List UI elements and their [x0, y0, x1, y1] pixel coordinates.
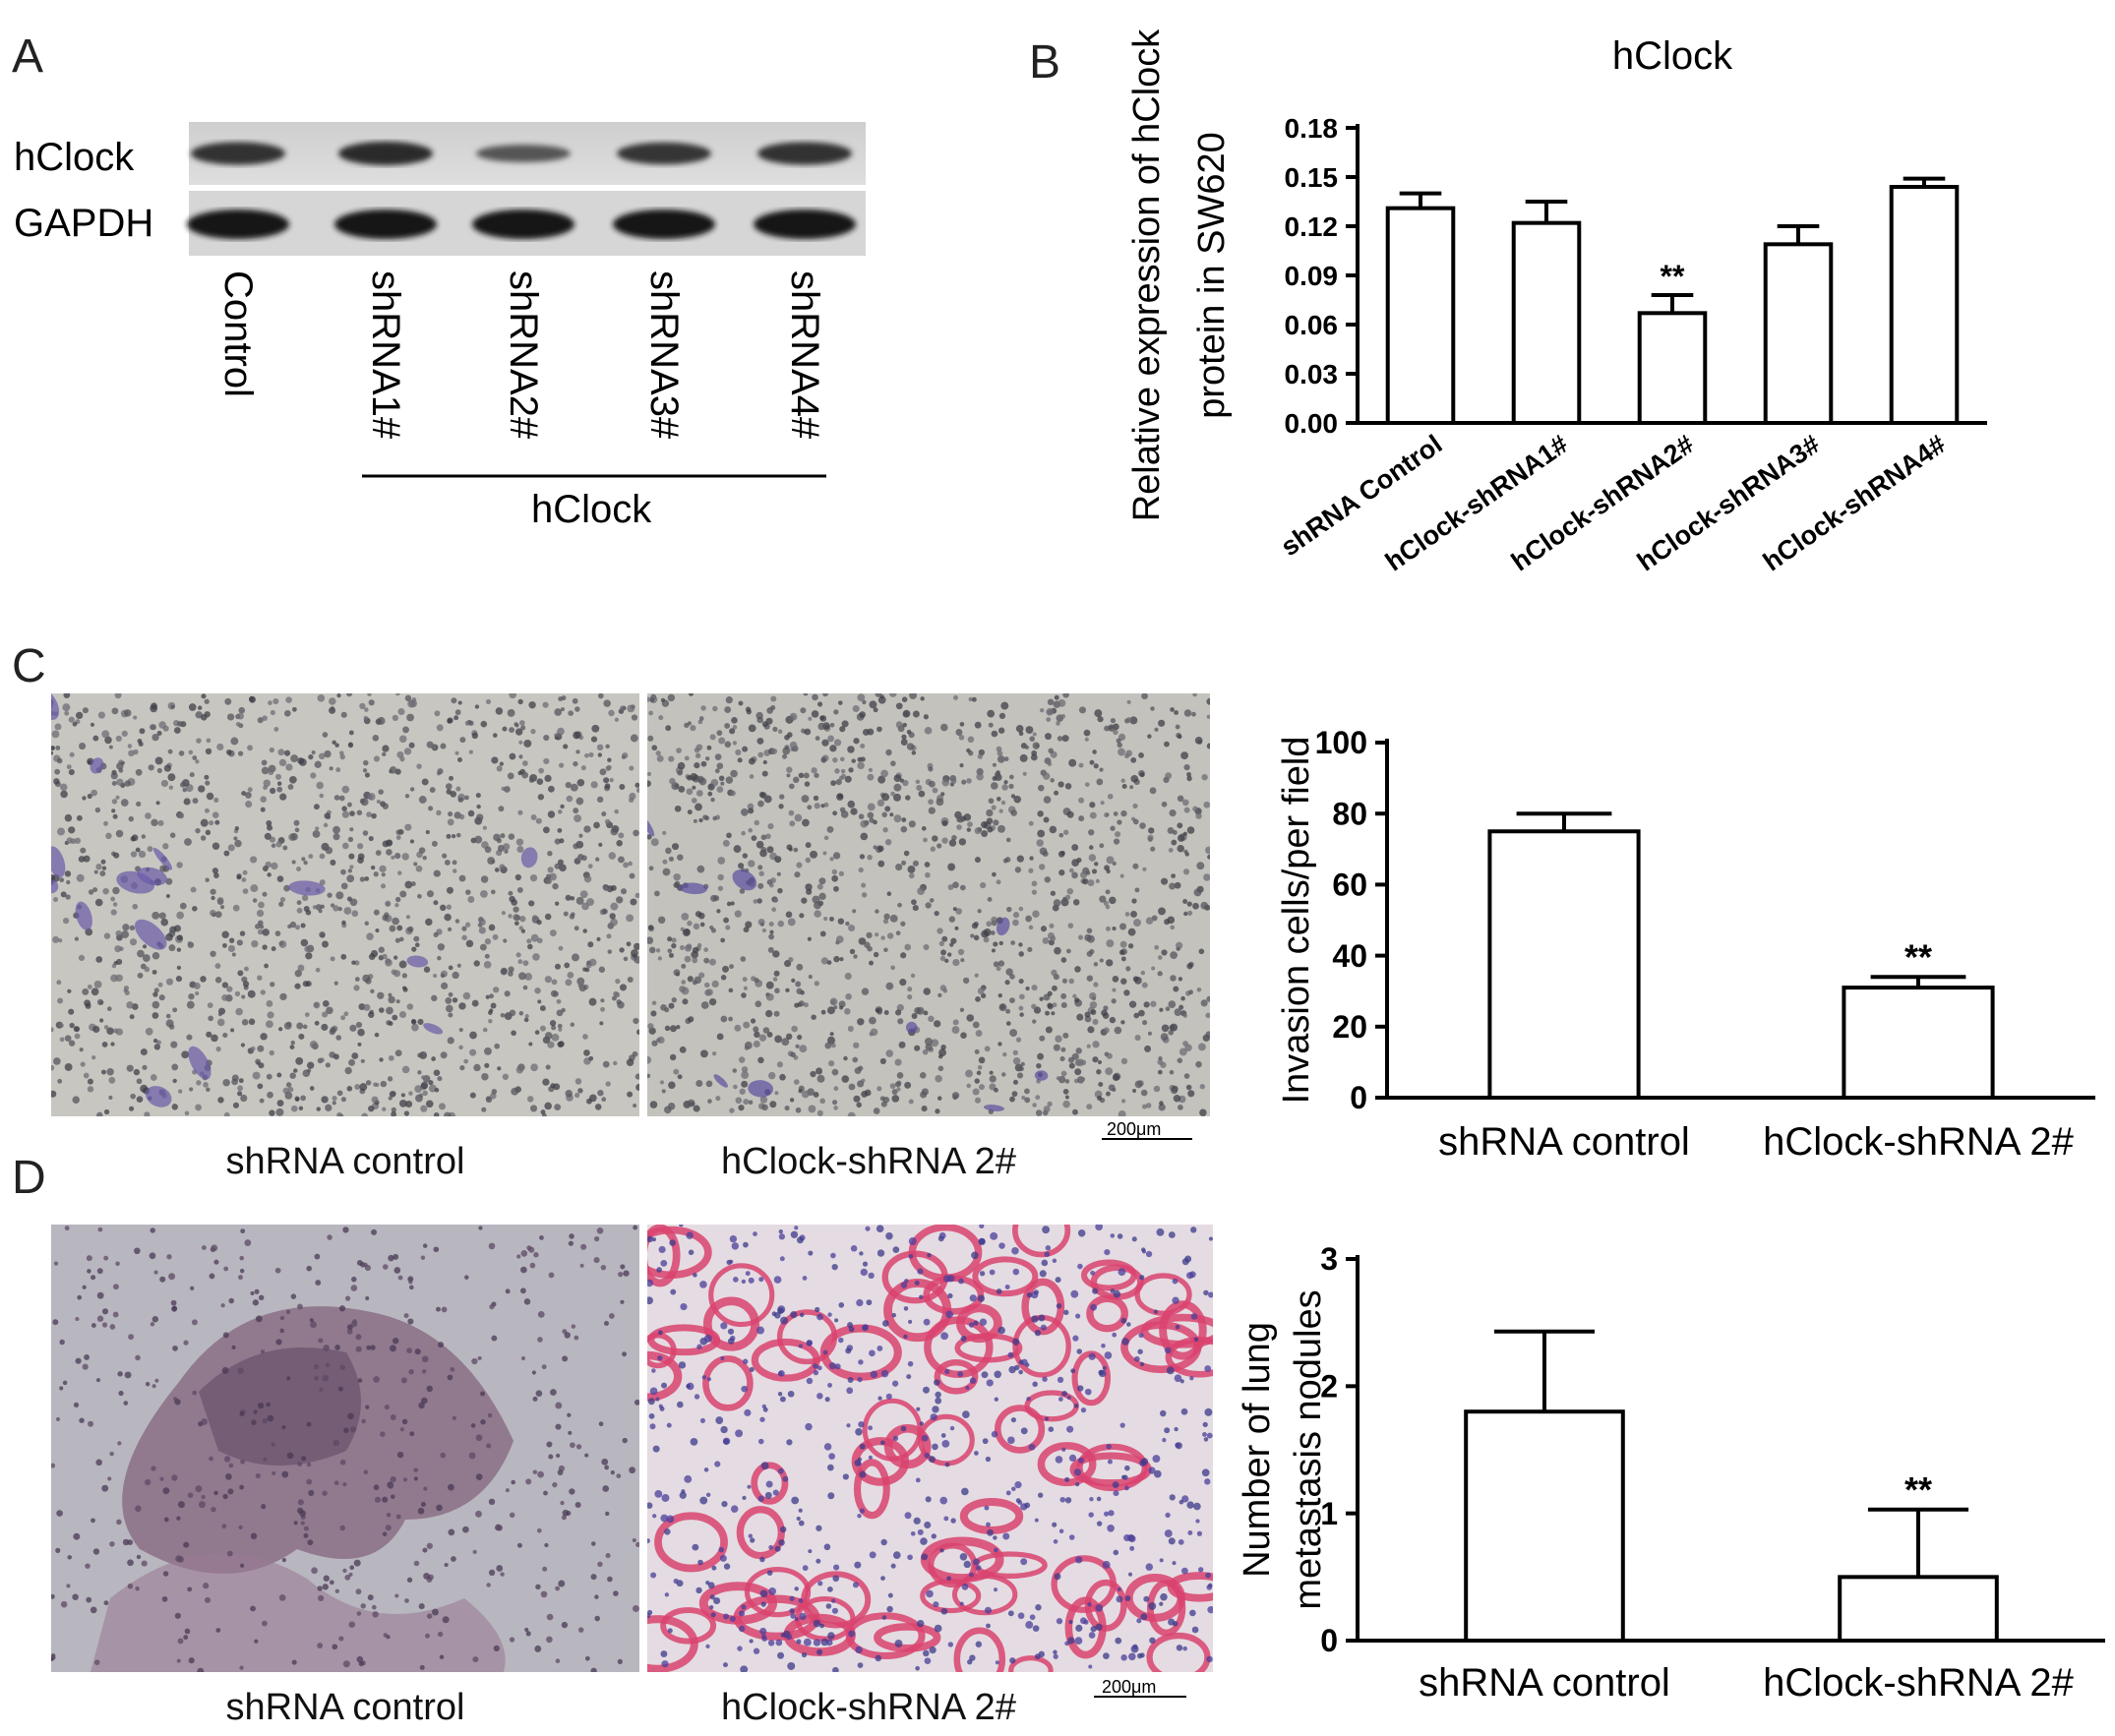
bar: [1511, 220, 1582, 425]
significance-label: **: [1661, 259, 1685, 294]
category-label: hClock-shRNA 2#: [1763, 1661, 2074, 1705]
band-hclock-2: [338, 141, 433, 166]
lane-label-3: shRNA2#: [502, 270, 545, 440]
y-tick-label: 0.06: [1285, 310, 1339, 340]
chart-title: hClock: [1612, 34, 1733, 78]
lane-label-2: shRNA1#: [364, 270, 407, 440]
band-gapdh-2: [334, 210, 437, 239]
category-label: shRNA control: [1419, 1661, 1670, 1705]
micrograph-d-control: [51, 1225, 639, 1672]
band-hclock-1: [191, 142, 285, 165]
lane-label-5: shRNA4#: [783, 270, 826, 440]
y-tick-label: 80: [1332, 796, 1367, 831]
y-tick-label: 1: [1320, 1496, 1338, 1531]
western-blot: [187, 122, 866, 478]
y-tick-label: 40: [1332, 938, 1367, 974]
y-tick-label: 100: [1315, 725, 1367, 760]
y-tick-label: 0.09: [1285, 261, 1339, 291]
micrograph-d-shrna: [647, 1225, 1213, 1672]
bar: [1842, 986, 1995, 1100]
band-hclock-4: [617, 142, 711, 165]
bar: [1637, 311, 1708, 426]
y-axis-label: Invasion cells/per field: [1276, 737, 1317, 1105]
band-hclock-5: [757, 142, 852, 165]
bar: [1487, 829, 1641, 1100]
significance-label: **: [1904, 1469, 1932, 1510]
y-tick-label: 0: [1320, 1623, 1338, 1658]
y-tick-label: 0.15: [1285, 162, 1339, 193]
y-tick-label: 0.00: [1285, 408, 1339, 439]
micrograph-c-control: [51, 693, 639, 1116]
y-axis-label: Relative expression of hClock: [1126, 29, 1168, 522]
y-tick-label: 0.12: [1285, 211, 1339, 242]
y-axis-label: protein in SW620: [1191, 132, 1233, 419]
band-hclock-3: [476, 145, 571, 162]
group-label: hClock: [531, 488, 652, 531]
panel-d-label: D: [12, 1152, 46, 1204]
y-tick-label: 3: [1320, 1241, 1338, 1277]
bar: [1838, 1575, 1999, 1644]
chart-b: hClock 0.00 0.03 0.06 0.09 0.12 0.15 0.18 Relati…: [1126, 29, 1987, 577]
band-gapdh-4: [613, 210, 715, 239]
band-label-hclock: hClock: [14, 136, 135, 179]
y-axis-label: Number of lung: [1237, 1322, 1278, 1578]
caption-d-shrna: hClock-shRNA 2#: [721, 1687, 1016, 1728]
bar: [1385, 206, 1456, 425]
category-label: hClock-shRNA 2#: [1763, 1120, 2074, 1164]
chart-d: 0 1 2 3 Number of lung metastasis nodules shRN…: [1237, 1241, 2105, 1705]
micrograph-c-shrna: [647, 693, 1210, 1116]
caption-c-control: shRNA control: [225, 1141, 465, 1182]
y-tick-label: 2: [1320, 1369, 1338, 1405]
panel-c-label: C: [12, 640, 46, 692]
caption-c-shrna: hClock-shRNA 2#: [721, 1141, 1016, 1182]
bar: [1889, 185, 1960, 425]
caption-d-control: shRNA control: [225, 1687, 465, 1728]
band-label-gapdh: GAPDH: [14, 202, 154, 245]
lane-label-4: shRNA3#: [642, 270, 686, 440]
bar: [1464, 1409, 1625, 1643]
lane-label-1: Control: [216, 270, 260, 397]
y-tick-label: 60: [1332, 868, 1367, 903]
scale-bar-d-label: 200μm: [1102, 1677, 1157, 1697]
y-tick-label: 0.03: [1285, 359, 1339, 389]
panel-b-label: B: [1029, 36, 1061, 89]
significance-label: **: [1904, 936, 1932, 977]
plot-area: hClock 0.00 0.03 0.06 0.09 0.12 0.15 0.18 Relati…: [1126, 29, 1987, 577]
y-tick-label: 20: [1332, 1009, 1367, 1045]
scale-bar-c-label: 200μm: [1107, 1119, 1162, 1139]
y-tick-label: 0.18: [1285, 113, 1339, 144]
plot-area: 0 1 2 3 Number of lung metastasis nodules shRN…: [1237, 1241, 2105, 1705]
bar: [1763, 242, 1834, 425]
category-label: shRNA control: [1438, 1120, 1690, 1164]
y-tick-label: 0: [1350, 1080, 1367, 1115]
band-gapdh-3: [472, 210, 574, 239]
band-gapdh-5: [754, 210, 856, 239]
panel-a-label: A: [12, 30, 44, 83]
band-gapdh-1: [187, 210, 289, 239]
y-axis-label: metastasis nodules: [1288, 1289, 1329, 1609]
